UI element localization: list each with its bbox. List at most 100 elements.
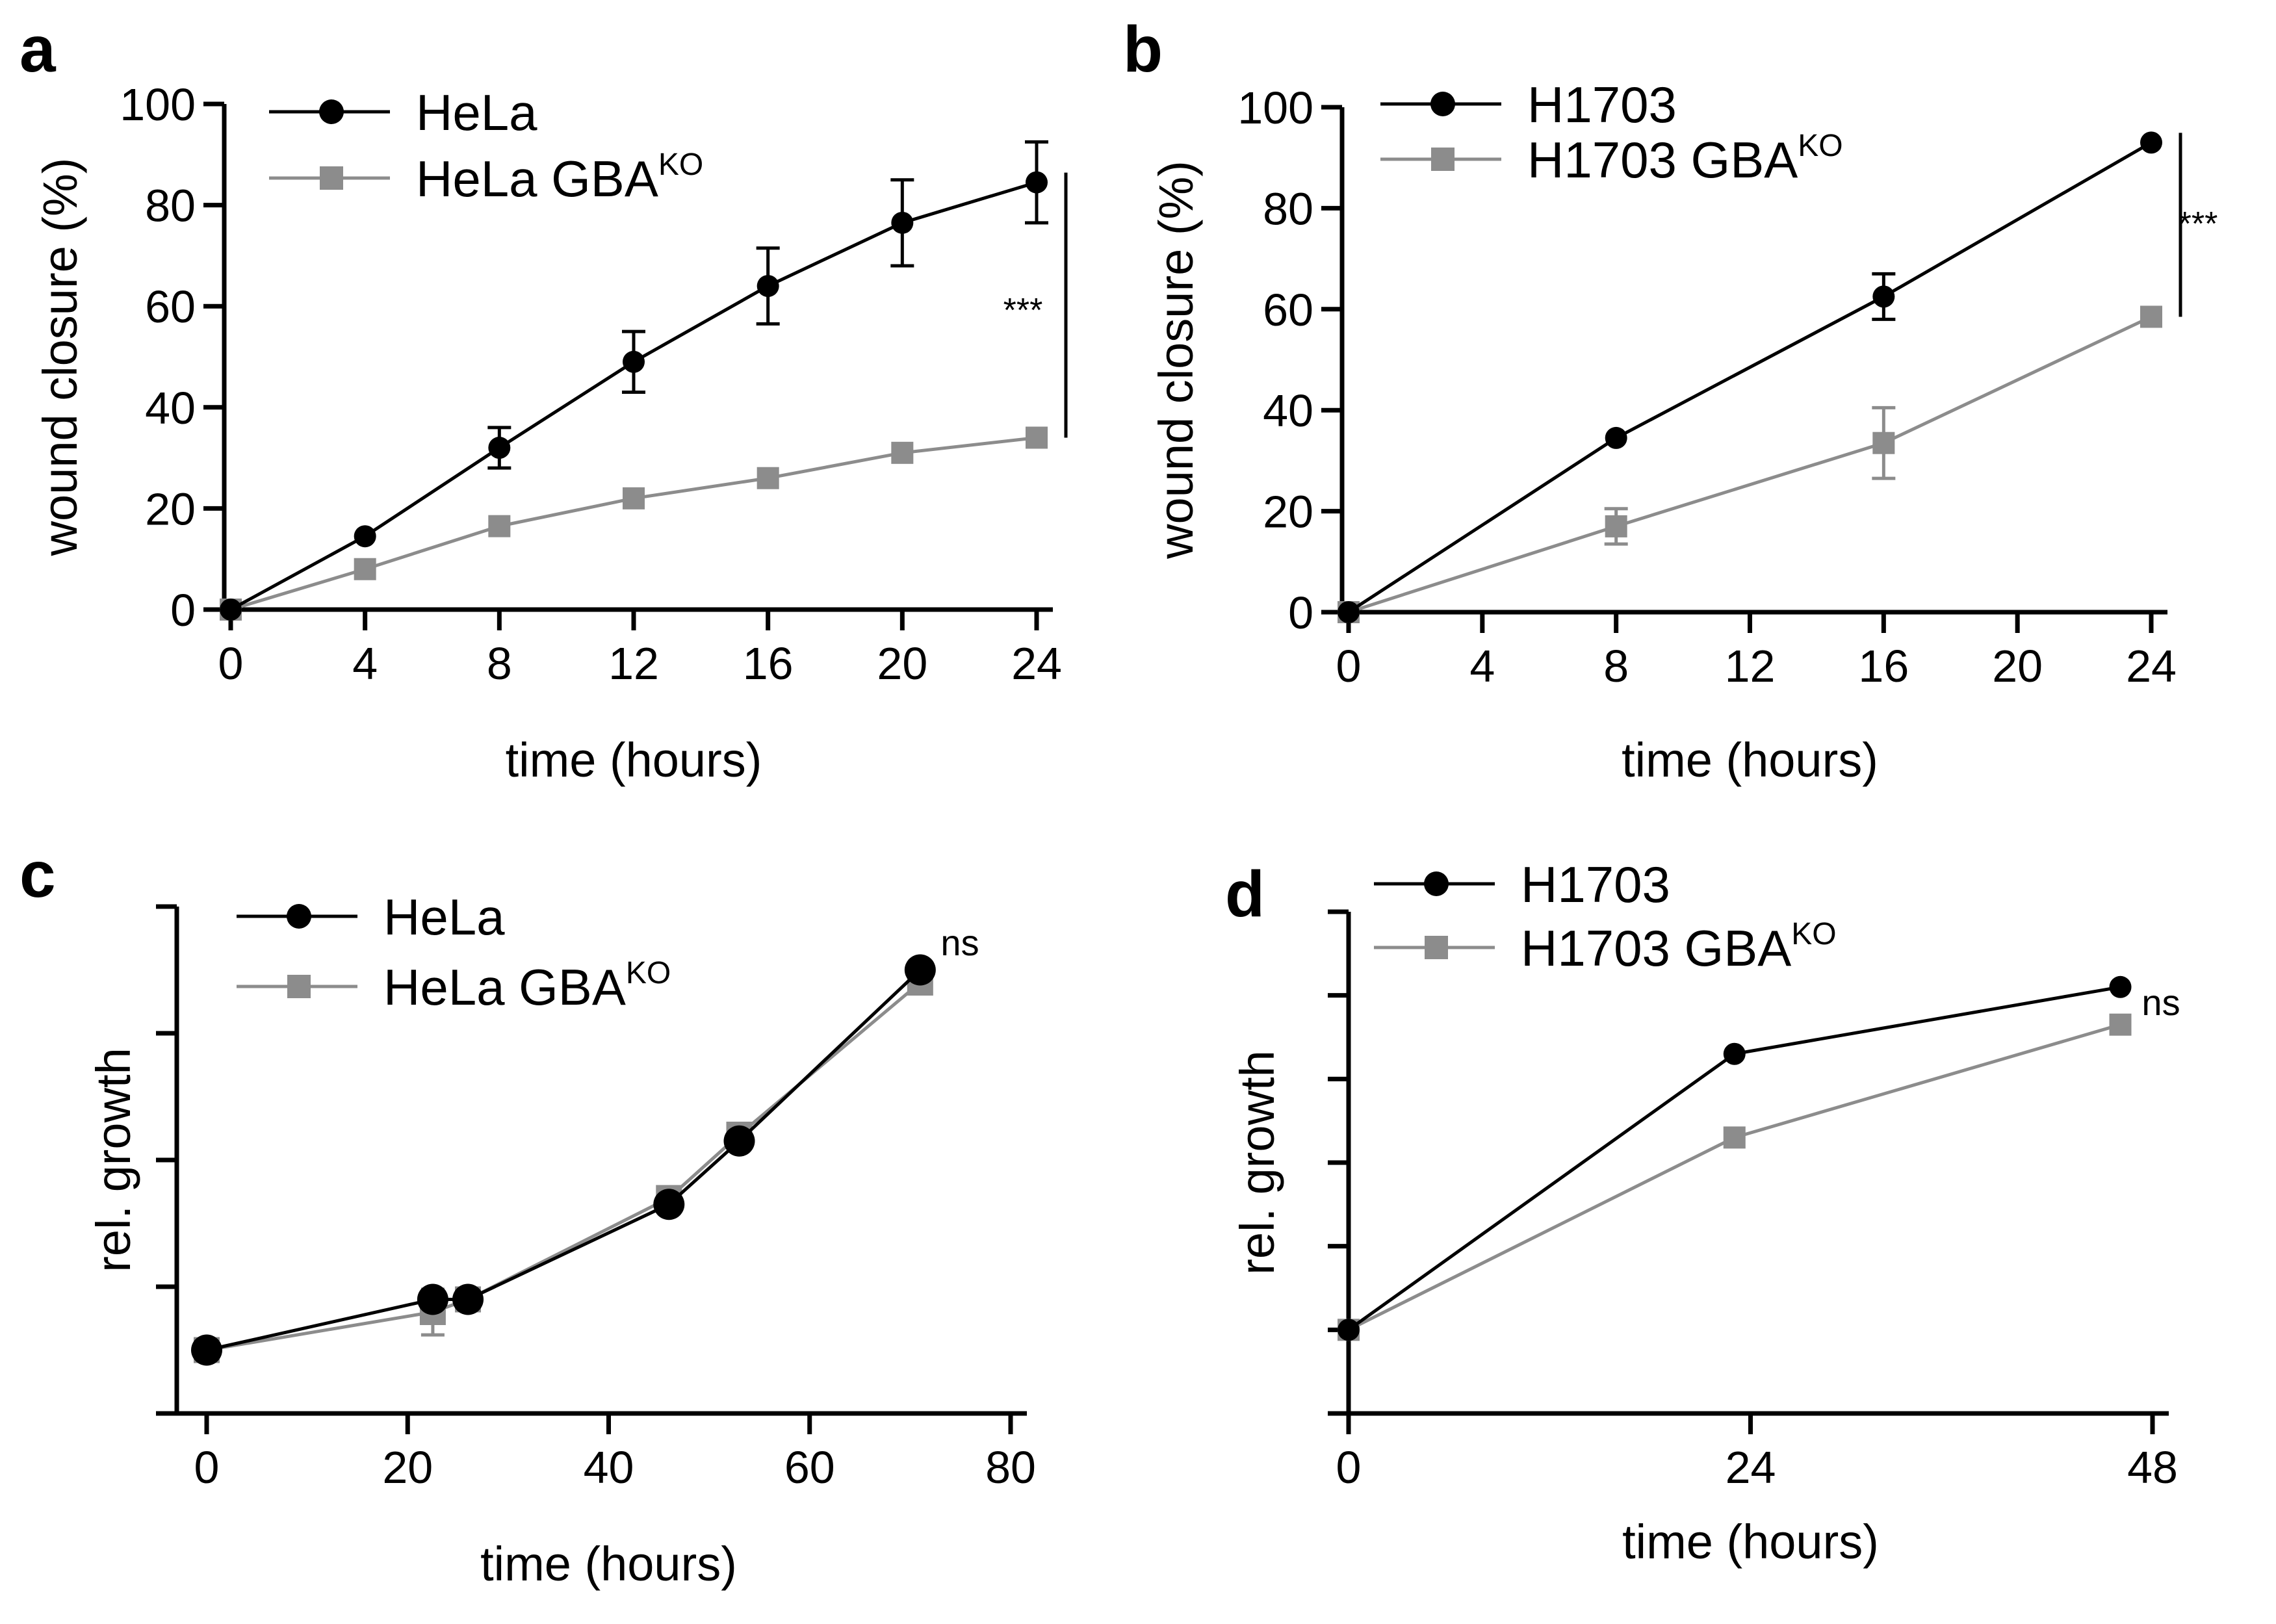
data-point — [1338, 1319, 1360, 1341]
x-tick-label: 48 — [2127, 1442, 2178, 1493]
x-tick-label: 12 — [1725, 641, 1776, 691]
legend: HeLa HeLa GBAKO — [237, 888, 671, 1016]
y-axis-label: wound closure (%) — [1149, 161, 1203, 560]
panel-letter: a — [19, 13, 57, 86]
x-tick-label: 20 — [877, 638, 927, 689]
data-point — [488, 437, 511, 459]
series-wt — [1338, 975, 2132, 1341]
legend-label: HeLa — [416, 84, 537, 141]
y-tick-label: 60 — [145, 281, 196, 332]
series-ko — [1338, 305, 2162, 623]
legend-label-superscript: KO — [1791, 917, 1836, 951]
data-point — [1872, 432, 1895, 454]
x-tick-label: 24 — [2126, 641, 2177, 691]
legend-marker — [1431, 148, 1455, 171]
data-point — [653, 1189, 685, 1220]
legend-label: H1703 — [1527, 76, 1677, 133]
data-point — [2140, 305, 2162, 328]
series-line — [206, 968, 922, 1352]
y-tick-label: 80 — [1263, 183, 1313, 234]
legend-label-text: H1703 — [1527, 76, 1677, 133]
y-tick-label: 20 — [1263, 487, 1313, 537]
series-line — [206, 981, 922, 1352]
significance-label: *** — [2179, 205, 2218, 243]
x-tick-label: 80 — [985, 1442, 1036, 1493]
legend-marker — [1425, 936, 1448, 959]
data-point — [417, 1283, 448, 1315]
legend: H1703 H1703 GBAKO — [1374, 856, 1837, 977]
y-tick-label: 100 — [120, 79, 196, 130]
legend-label: HeLa GBAKO — [383, 956, 671, 1016]
x-axis-label: time (hours) — [1622, 733, 1878, 787]
data-point — [891, 211, 914, 234]
data-point — [220, 599, 242, 621]
panel-letter: d — [1225, 858, 1265, 931]
panel-a: a 0 4 8 12 16 20 24 0 20 40 60 80 100 time (hours) woun… — [19, 13, 1068, 787]
y-tick-label: 0 — [1288, 587, 1313, 638]
data-point — [904, 954, 936, 986]
data-point — [354, 525, 376, 548]
data-point — [452, 1283, 484, 1315]
data-point — [1723, 1042, 1746, 1065]
legend-label: H1703 — [1521, 856, 1670, 913]
data-point — [723, 1125, 755, 1157]
data-point — [1723, 1126, 1746, 1149]
significance-label: ns — [940, 922, 979, 963]
x-tick-label: 8 — [487, 638, 512, 689]
panel-letter: c — [19, 838, 56, 911]
data-point — [1338, 601, 1360, 623]
legend-label-text: HeLa GBA — [383, 959, 626, 1016]
series-wt — [220, 140, 1048, 621]
data-point — [2109, 975, 2132, 998]
data-point — [1026, 171, 1048, 194]
y-tick-label: 80 — [145, 181, 196, 231]
y-axis-label: rel. growth — [1230, 1050, 1284, 1274]
legend-label-superscript: KO — [658, 148, 703, 182]
legend-label-text: H1703 GBA — [1527, 131, 1798, 188]
legend-label: H1703 GBAKO — [1527, 129, 1843, 188]
legend-marker — [1430, 92, 1455, 116]
data-point — [891, 441, 914, 464]
series-ko — [220, 426, 1048, 621]
x-tick-label: 0 — [218, 638, 244, 689]
legend: HeLa HeLa GBAKO — [269, 84, 703, 207]
x-axis-label: time (hours) — [1622, 1515, 1879, 1569]
y-axis-label: rel. growth — [86, 1048, 140, 1272]
legend-label-text: HeLa GBA — [416, 150, 658, 207]
data-point — [488, 515, 511, 537]
x-tick-label: 0 — [1336, 1442, 1362, 1493]
legend-marker — [319, 99, 344, 124]
data-point — [1026, 426, 1048, 449]
series-line — [1347, 141, 2153, 614]
data-point — [757, 275, 779, 298]
x-tick-label: 0 — [1336, 641, 1362, 691]
data-point — [757, 467, 779, 489]
x-tick-label: 24 — [1011, 638, 1062, 689]
y-tick-label: 0 — [170, 585, 196, 636]
y-tick-label: 40 — [1263, 385, 1313, 436]
legend-marker — [287, 975, 311, 998]
panel-letter: b — [1123, 13, 1163, 86]
significance-label: *** — [1003, 292, 1043, 329]
data-point — [1605, 515, 1627, 537]
x-tick-label: 20 — [382, 1442, 433, 1493]
x-tick-label: 40 — [584, 1442, 634, 1493]
panel-b: b 0 4 8 12 16 20 24 0 20 40 60 80 100 time (hours) woun… — [1123, 13, 2218, 787]
data-point — [191, 1334, 222, 1366]
series-line — [230, 435, 1037, 612]
series-line — [1348, 315, 2153, 614]
series-line — [1347, 1023, 2121, 1332]
legend-label-text: H1703 GBA — [1521, 920, 1791, 977]
data-point — [1872, 285, 1895, 308]
series-wt — [1338, 131, 2162, 623]
data-point — [623, 487, 645, 509]
x-tick-label: 4 — [352, 638, 378, 689]
data-point — [1605, 426, 1627, 449]
x-tick-label: 16 — [1858, 641, 1909, 691]
legend-label-text: HeLa — [383, 888, 505, 946]
y-axis-label: wound closure (%) — [33, 158, 87, 557]
y-tick-label: 100 — [1237, 83, 1313, 133]
